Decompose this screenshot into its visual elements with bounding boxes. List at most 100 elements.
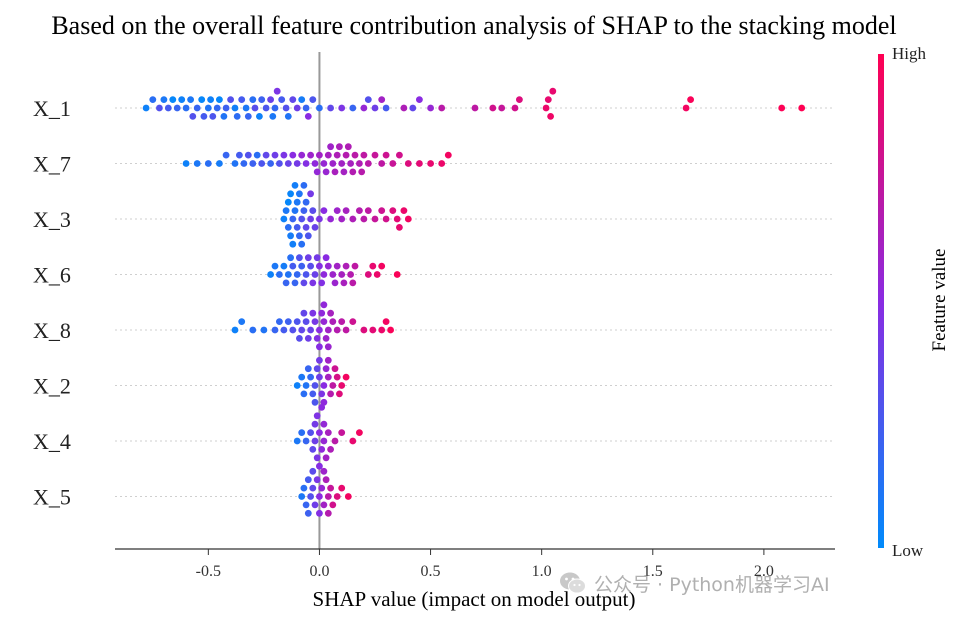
shap-point <box>318 485 325 492</box>
shap-point <box>396 152 403 159</box>
shap-point <box>232 160 239 167</box>
shap-point <box>316 429 323 436</box>
shap-point <box>303 160 310 167</box>
feature-label: X_5 <box>33 485 71 510</box>
shap-point <box>194 160 201 167</box>
shap-point <box>334 493 341 500</box>
shap-point <box>318 280 325 287</box>
shap-point <box>369 327 376 334</box>
shap-point <box>325 152 332 159</box>
shap-point <box>214 105 221 112</box>
shap-point <box>512 105 519 112</box>
shap-point <box>316 263 323 270</box>
shap-point <box>307 263 314 270</box>
shap-point <box>205 105 212 112</box>
shap-point <box>332 169 339 176</box>
shap-point <box>325 357 332 364</box>
shap-point <box>312 421 319 428</box>
shap-point <box>549 88 556 95</box>
shap-point <box>334 374 341 381</box>
shap-point <box>283 207 290 214</box>
feature-label: X_8 <box>33 318 71 343</box>
shap-point <box>343 327 350 334</box>
shap-point <box>305 510 312 517</box>
shap-point <box>409 105 416 112</box>
shap-point <box>329 271 336 278</box>
shap-point <box>305 113 312 120</box>
shap-point <box>292 280 299 287</box>
shap-point <box>545 96 552 103</box>
shap-point <box>325 374 332 381</box>
feature-label: X_6 <box>33 263 71 288</box>
shap-point <box>334 327 341 334</box>
colorbar <box>878 54 884 548</box>
shap-point <box>156 105 163 112</box>
shap-point <box>296 335 303 342</box>
shap-point <box>329 160 336 167</box>
feature-label: X_7 <box>33 152 71 177</box>
shap-point <box>343 207 350 214</box>
shap-point <box>254 152 261 159</box>
shap-point <box>161 96 168 103</box>
shap-point <box>309 207 316 214</box>
shap-point <box>258 96 265 103</box>
shap-point <box>281 152 288 159</box>
shap-point <box>321 207 328 214</box>
feature-label: X_1 <box>33 96 71 121</box>
shap-point <box>303 438 310 445</box>
shap-point <box>298 374 305 381</box>
shap-point <box>276 271 283 278</box>
shap-point <box>332 365 339 372</box>
shap-point <box>325 429 332 436</box>
shap-point <box>285 224 292 231</box>
shap-point <box>312 160 319 167</box>
shap-point <box>343 263 350 270</box>
shap-point <box>281 263 288 270</box>
shap-point <box>338 160 345 167</box>
shap-point <box>329 502 336 509</box>
shap-point <box>309 280 316 287</box>
shap-point <box>296 190 303 197</box>
shap-point <box>387 327 394 334</box>
shap-point <box>294 105 301 112</box>
shap-point <box>267 160 274 167</box>
shap-point <box>316 152 323 159</box>
shap-point <box>272 263 279 270</box>
shap-point <box>301 182 308 189</box>
feature-label: X_4 <box>33 429 71 454</box>
shap-point <box>369 263 376 270</box>
x-tick-label: 0.0 <box>309 563 329 580</box>
shap-point <box>289 152 296 159</box>
shap-point <box>283 105 290 112</box>
shap-point <box>378 96 385 103</box>
shap-point <box>383 216 390 223</box>
shap-point <box>334 263 341 270</box>
shap-point <box>332 438 339 445</box>
shap-point <box>687 96 694 103</box>
shap-point <box>174 105 181 112</box>
shap-point <box>318 391 325 398</box>
shap-point <box>289 327 296 334</box>
shap-point <box>303 199 310 206</box>
shap-point <box>321 301 328 308</box>
shap-point <box>301 485 308 492</box>
shap-point <box>327 446 334 453</box>
shap-point <box>416 96 423 103</box>
shap-point <box>325 343 332 350</box>
shap-point <box>312 382 319 389</box>
shap-point <box>361 152 368 159</box>
shap-point <box>378 160 385 167</box>
shap-point <box>316 493 323 500</box>
shap-point <box>183 105 190 112</box>
shap-point <box>314 254 321 261</box>
shap-point <box>316 105 323 112</box>
shap-point <box>287 254 294 261</box>
shap-point <box>347 271 354 278</box>
shap-point <box>305 254 312 261</box>
shap-point <box>394 216 401 223</box>
shap-point <box>341 280 348 287</box>
shap-point <box>252 105 259 112</box>
shap-point <box>232 105 239 112</box>
shap-point <box>285 113 292 120</box>
shap-point <box>321 438 328 445</box>
